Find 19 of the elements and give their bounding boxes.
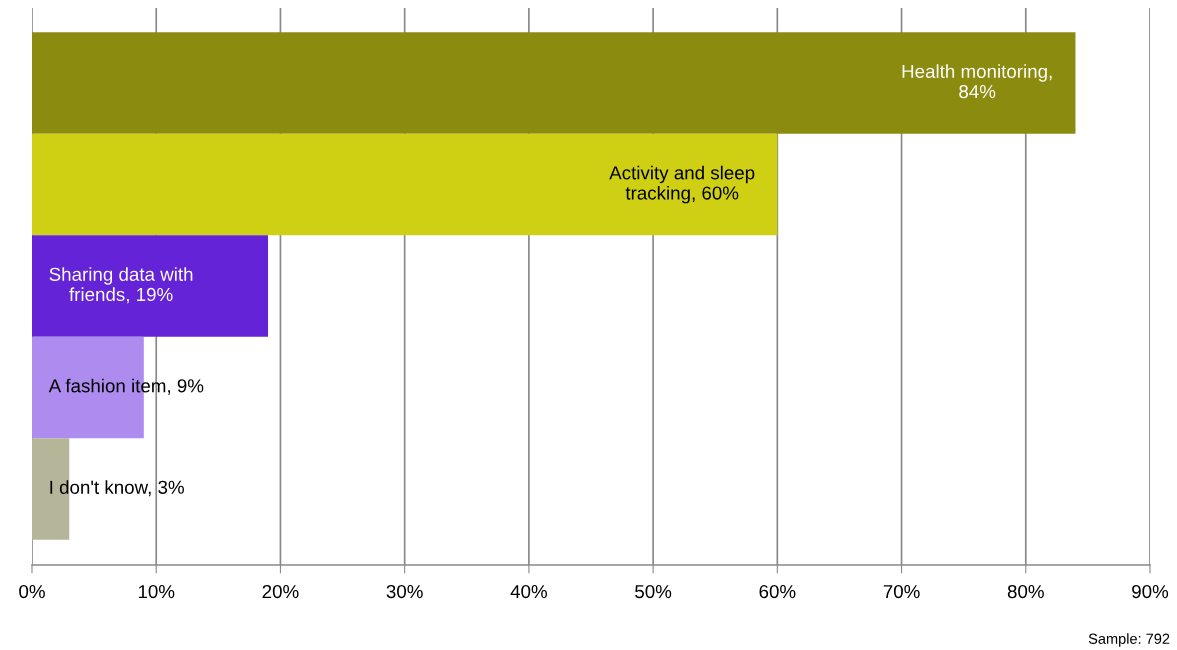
data-label: Health monitoring, 84% bbox=[902, 64, 1052, 99]
x-tick-label: 0% bbox=[19, 584, 45, 599]
x-tick-label: 40% bbox=[510, 584, 547, 599]
data-label: A fashion item, 9% bbox=[48, 378, 204, 395]
data-label: Activity and sleep tracking, 60% bbox=[609, 165, 755, 204]
x-tick-label: 20% bbox=[262, 584, 299, 599]
bar bbox=[32, 133, 778, 236]
x-tick-label: 80% bbox=[1007, 584, 1044, 599]
x-tick-label: 60% bbox=[759, 584, 796, 599]
text: Sample: 792 bbox=[1088, 633, 1170, 647]
bar bbox=[32, 32, 1076, 134]
bar bbox=[32, 235, 269, 337]
x-tick-label: 70% bbox=[883, 584, 920, 599]
data-label: I don't know, 3% bbox=[50, 480, 184, 497]
x-tick-label: 30% bbox=[386, 584, 423, 599]
x-tick-label: 10% bbox=[138, 584, 175, 599]
data-label: Sharing data with friends, 19% bbox=[49, 267, 193, 304]
x-tick-label: 90% bbox=[1132, 584, 1169, 599]
x-tick-label: 50% bbox=[635, 584, 672, 599]
